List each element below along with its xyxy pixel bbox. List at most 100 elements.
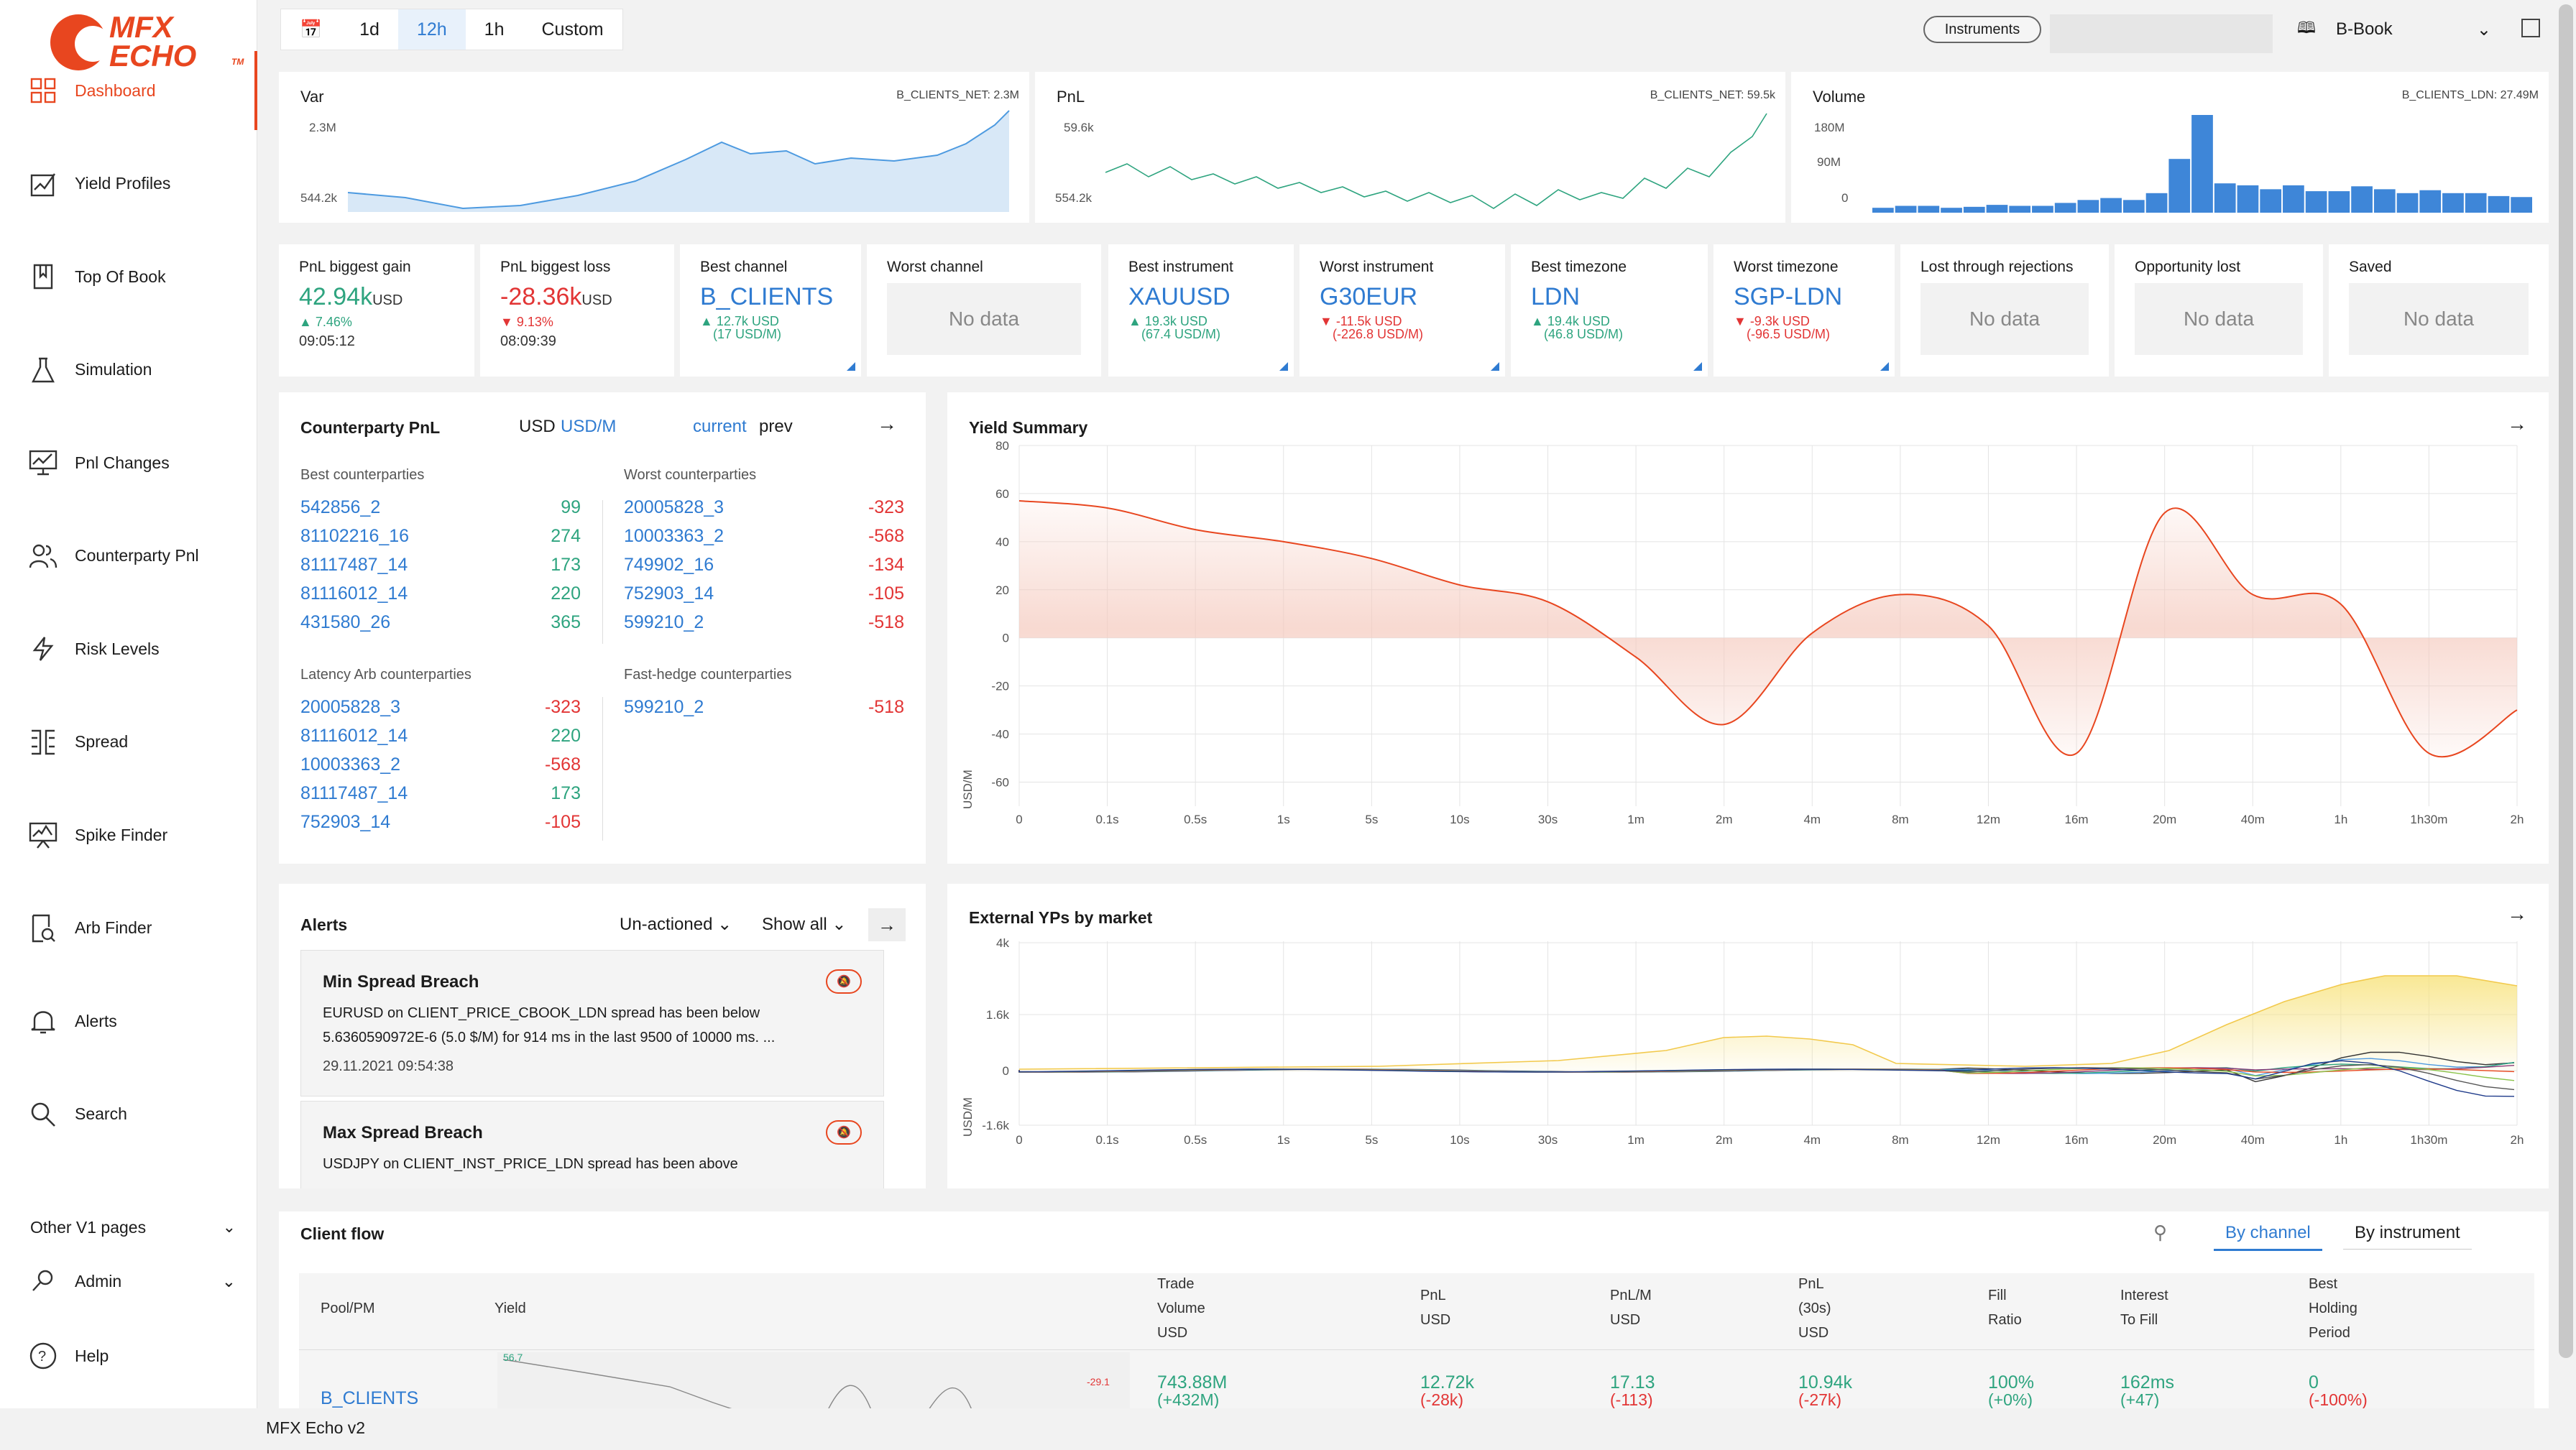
volume-bar bbox=[2396, 193, 2419, 213]
sidebar-item-simulation[interactable]: Simulation bbox=[0, 331, 257, 410]
counterparty-link[interactable]: 20005828_3 bbox=[300, 697, 401, 717]
sidebar-item-risk-levels[interactable]: Risk Levels bbox=[0, 609, 257, 688]
kpi-worst-channel[interactable]: Worst channel No data bbox=[867, 244, 1101, 377]
arrow-right-icon[interactable]: → bbox=[2507, 902, 2527, 925]
volume-bar bbox=[2419, 190, 2442, 213]
period-prev-toggle[interactable]: prev bbox=[759, 417, 793, 436]
search-icon[interactable]: ⚲ bbox=[2153, 1222, 2168, 1243]
yield-line bbox=[1018, 499, 2518, 758]
pool-name[interactable]: B_CLIENTS bbox=[321, 1388, 419, 1408]
sidebar-item-alerts[interactable]: Alerts bbox=[0, 982, 257, 1061]
sidebar-item-spike-finder[interactable]: Spike Finder bbox=[0, 795, 257, 874]
alert-item[interactable]: Max Spread Breach USDJPY on CLIENT_INST_… bbox=[300, 1101, 884, 1188]
column-header[interactable]: PnL (30s) USD bbox=[1798, 1276, 1831, 1341]
alerts-status-filter[interactable]: Un-actioned ⌄ bbox=[620, 915, 732, 934]
counterparty-value: -105 bbox=[868, 583, 904, 604]
period-current-toggle[interactable]: current bbox=[693, 417, 747, 436]
kpi-lost-through-rejections[interactable]: Lost through rejections No data bbox=[1900, 244, 2109, 377]
kpi-pnl-biggest-loss[interactable]: PnL biggest loss -28.36kUSD ▼ 9.13% 08:09:3… bbox=[480, 244, 674, 377]
counterparty-link[interactable]: 20005828_3 bbox=[624, 497, 724, 517]
book-selector[interactable]: 🕮 B-Book ⌄ bbox=[2297, 10, 2506, 49]
tab-by-channel[interactable]: By channel bbox=[2214, 1223, 2322, 1251]
external-area bbox=[1019, 976, 2517, 1072]
unit-usd-toggle[interactable]: USD bbox=[519, 417, 556, 436]
kpi-best-timezone[interactable]: Best timezone LDN ▲ 19.4k USD (46.8 USD/M) bbox=[1511, 244, 1708, 377]
var-card[interactable]: Var B_CLIENTS_NET: 2.3M 2.3M 544.2k bbox=[279, 72, 1029, 223]
kpi-label: Best timezone bbox=[1531, 259, 1627, 275]
corner-indicator-icon bbox=[847, 362, 855, 371]
scrollbar[interactable] bbox=[2556, 0, 2576, 1408]
counterparty-link[interactable]: 10003363_2 bbox=[624, 526, 724, 546]
volume-card[interactable]: Volume B_CLIENTS_LDN: 27.49M 180M 90M 0 bbox=[1791, 72, 2549, 223]
tab-by-instrument[interactable]: By instrument bbox=[2343, 1223, 2472, 1250]
counterparty-link[interactable]: 81102216_16 bbox=[300, 526, 410, 546]
counterparty-link[interactable]: 431580_26 bbox=[300, 612, 391, 632]
counterparty-link[interactable]: 752903_14 bbox=[624, 583, 714, 604]
time-range-selector: 📅 1d 12h 1h Custom bbox=[280, 9, 623, 50]
x-tick-label: 40m bbox=[2241, 813, 2265, 826]
column-header[interactable]: PnL/M USD bbox=[1610, 1288, 1652, 1328]
nav-admin[interactable]: Admin ⌄ bbox=[0, 1242, 257, 1321]
kpi-pnl-biggest-gain[interactable]: PnL biggest gain 42.94kUSD ▲ 7.46% 09:05:12 bbox=[279, 244, 474, 377]
volume-bar bbox=[1963, 206, 1985, 213]
counterparty-link[interactable]: 752903_14 bbox=[300, 812, 391, 832]
sidebar-item-arb-finder[interactable]: Arb Finder bbox=[0, 889, 257, 968]
kpi-best-instrument[interactable]: Best instrument XAUUSD ▲ 19.3k USD (67.4 US… bbox=[1108, 244, 1294, 377]
alerts-show-filter[interactable]: Show all ⌄ bbox=[762, 915, 847, 934]
sidebar-item-yield-profiles[interactable]: Yield Profiles bbox=[0, 144, 257, 223]
counterparty-link[interactable]: 81117487_14 bbox=[300, 555, 408, 575]
volume-bar bbox=[2168, 159, 2191, 213]
bell-off-icon[interactable]: 🔕 bbox=[826, 1120, 862, 1145]
volume-bar bbox=[2054, 203, 2076, 213]
column-header[interactable]: Yield bbox=[494, 1301, 526, 1316]
kpi-saved[interactable]: Saved No data bbox=[2329, 244, 2549, 377]
column-header[interactable]: Pool/PM bbox=[321, 1301, 375, 1316]
kpi-opportunity-lost[interactable]: Opportunity lost No data bbox=[2115, 244, 2323, 377]
unit-usdm-toggle[interactable]: USD/M bbox=[561, 417, 617, 436]
sidebar-item-label: Search bbox=[75, 1104, 127, 1123]
counterparty-link[interactable]: 542856_2 bbox=[300, 497, 381, 517]
pnl-card[interactable]: PnL B_CLIENTS_NET: 59.5k 59.6k 554.2k bbox=[1035, 72, 1785, 223]
arrow-right-icon[interactable]: → bbox=[868, 908, 906, 941]
alert-item[interactable]: Min Spread Breach EURUSD on CLIENT_PRICE… bbox=[300, 950, 884, 1096]
sidebar-item-spread[interactable]: Spread bbox=[0, 703, 257, 782]
instrument-search-input[interactable] bbox=[2050, 14, 2273, 53]
counterparty-link[interactable]: 599210_2 bbox=[624, 697, 704, 717]
kpi-worst-timezone[interactable]: Worst timezone SGP-LDN ▼ -9.3k USD (-96.5 U… bbox=[1714, 244, 1895, 377]
arrow-right-icon[interactable]: → bbox=[877, 412, 897, 435]
range-1d-button[interactable]: 1d bbox=[359, 19, 380, 40]
column-header[interactable]: PnL USD bbox=[1420, 1288, 1451, 1328]
counterparty-link[interactable]: 81116012_14 bbox=[300, 583, 408, 604]
counterparty-link[interactable]: 599210_2 bbox=[624, 612, 704, 632]
kpi-best-channel[interactable]: Best channel B_CLIENTS ▲ 12.7k USD (17 USD/… bbox=[680, 244, 861, 377]
nav-other-v1-pages[interactable]: Other V1 pages ⌄ bbox=[30, 1217, 236, 1237]
sidebar-item-search[interactable]: Search bbox=[0, 1075, 257, 1154]
range-12h-button[interactable]: 12h bbox=[397, 9, 466, 50]
sidebar-item-pnl-changes[interactable]: Pnl Changes bbox=[0, 423, 257, 502]
counterparty-link[interactable]: 10003363_2 bbox=[300, 754, 401, 775]
nav-help[interactable]: ? Help bbox=[0, 1316, 257, 1395]
sidebar-item-dashboard[interactable]: Dashboard bbox=[0, 51, 257, 130]
column-header[interactable]: Fill Ratio bbox=[1988, 1288, 2022, 1328]
instruments-toggle[interactable]: Instruments bbox=[1923, 16, 2041, 43]
column-header[interactable]: Best Holding Period bbox=[2309, 1276, 2358, 1341]
range-custom-button[interactable]: Custom bbox=[541, 19, 604, 40]
arrow-right-icon[interactable]: → bbox=[2507, 412, 2527, 435]
kpi-worst-instrument[interactable]: Worst instrument G30EUR ▼ -11.5k USD (-226.… bbox=[1300, 244, 1505, 377]
sidebar-item-top-of-book[interactable]: Top Of Book bbox=[0, 237, 257, 316]
volume-bar bbox=[2305, 191, 2327, 213]
counterparty-link[interactable]: 749902_16 bbox=[624, 555, 714, 575]
volume-bar bbox=[2465, 193, 2487, 213]
range-1h-button[interactable]: 1h bbox=[484, 19, 505, 40]
column-header[interactable]: Interest To Fill bbox=[2120, 1288, 2168, 1328]
counterparty-link[interactable]: 81116012_14 bbox=[300, 726, 408, 746]
bell-off-icon[interactable]: 🔕 bbox=[826, 969, 862, 994]
volume-bar bbox=[2122, 200, 2145, 213]
counterparty-link[interactable]: 81117487_14 bbox=[300, 783, 408, 803]
column-header[interactable]: Trade Volume USD bbox=[1157, 1276, 1205, 1341]
sidebar-item-counterparty-pnl[interactable]: Counterparty Pnl bbox=[0, 517, 257, 596]
panel-toggle-icon[interactable] bbox=[2521, 19, 2540, 37]
calendar-button[interactable]: 📅 bbox=[281, 9, 341, 50]
fill-ratio-cell: 100% (+0%) bbox=[1988, 1372, 2034, 1409]
book-icon bbox=[29, 262, 58, 291]
